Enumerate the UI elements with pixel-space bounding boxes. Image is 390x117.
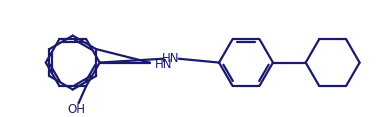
Text: HN: HN [154, 58, 172, 71]
Text: OH: OH [67, 103, 86, 116]
Text: HN: HN [162, 52, 180, 65]
